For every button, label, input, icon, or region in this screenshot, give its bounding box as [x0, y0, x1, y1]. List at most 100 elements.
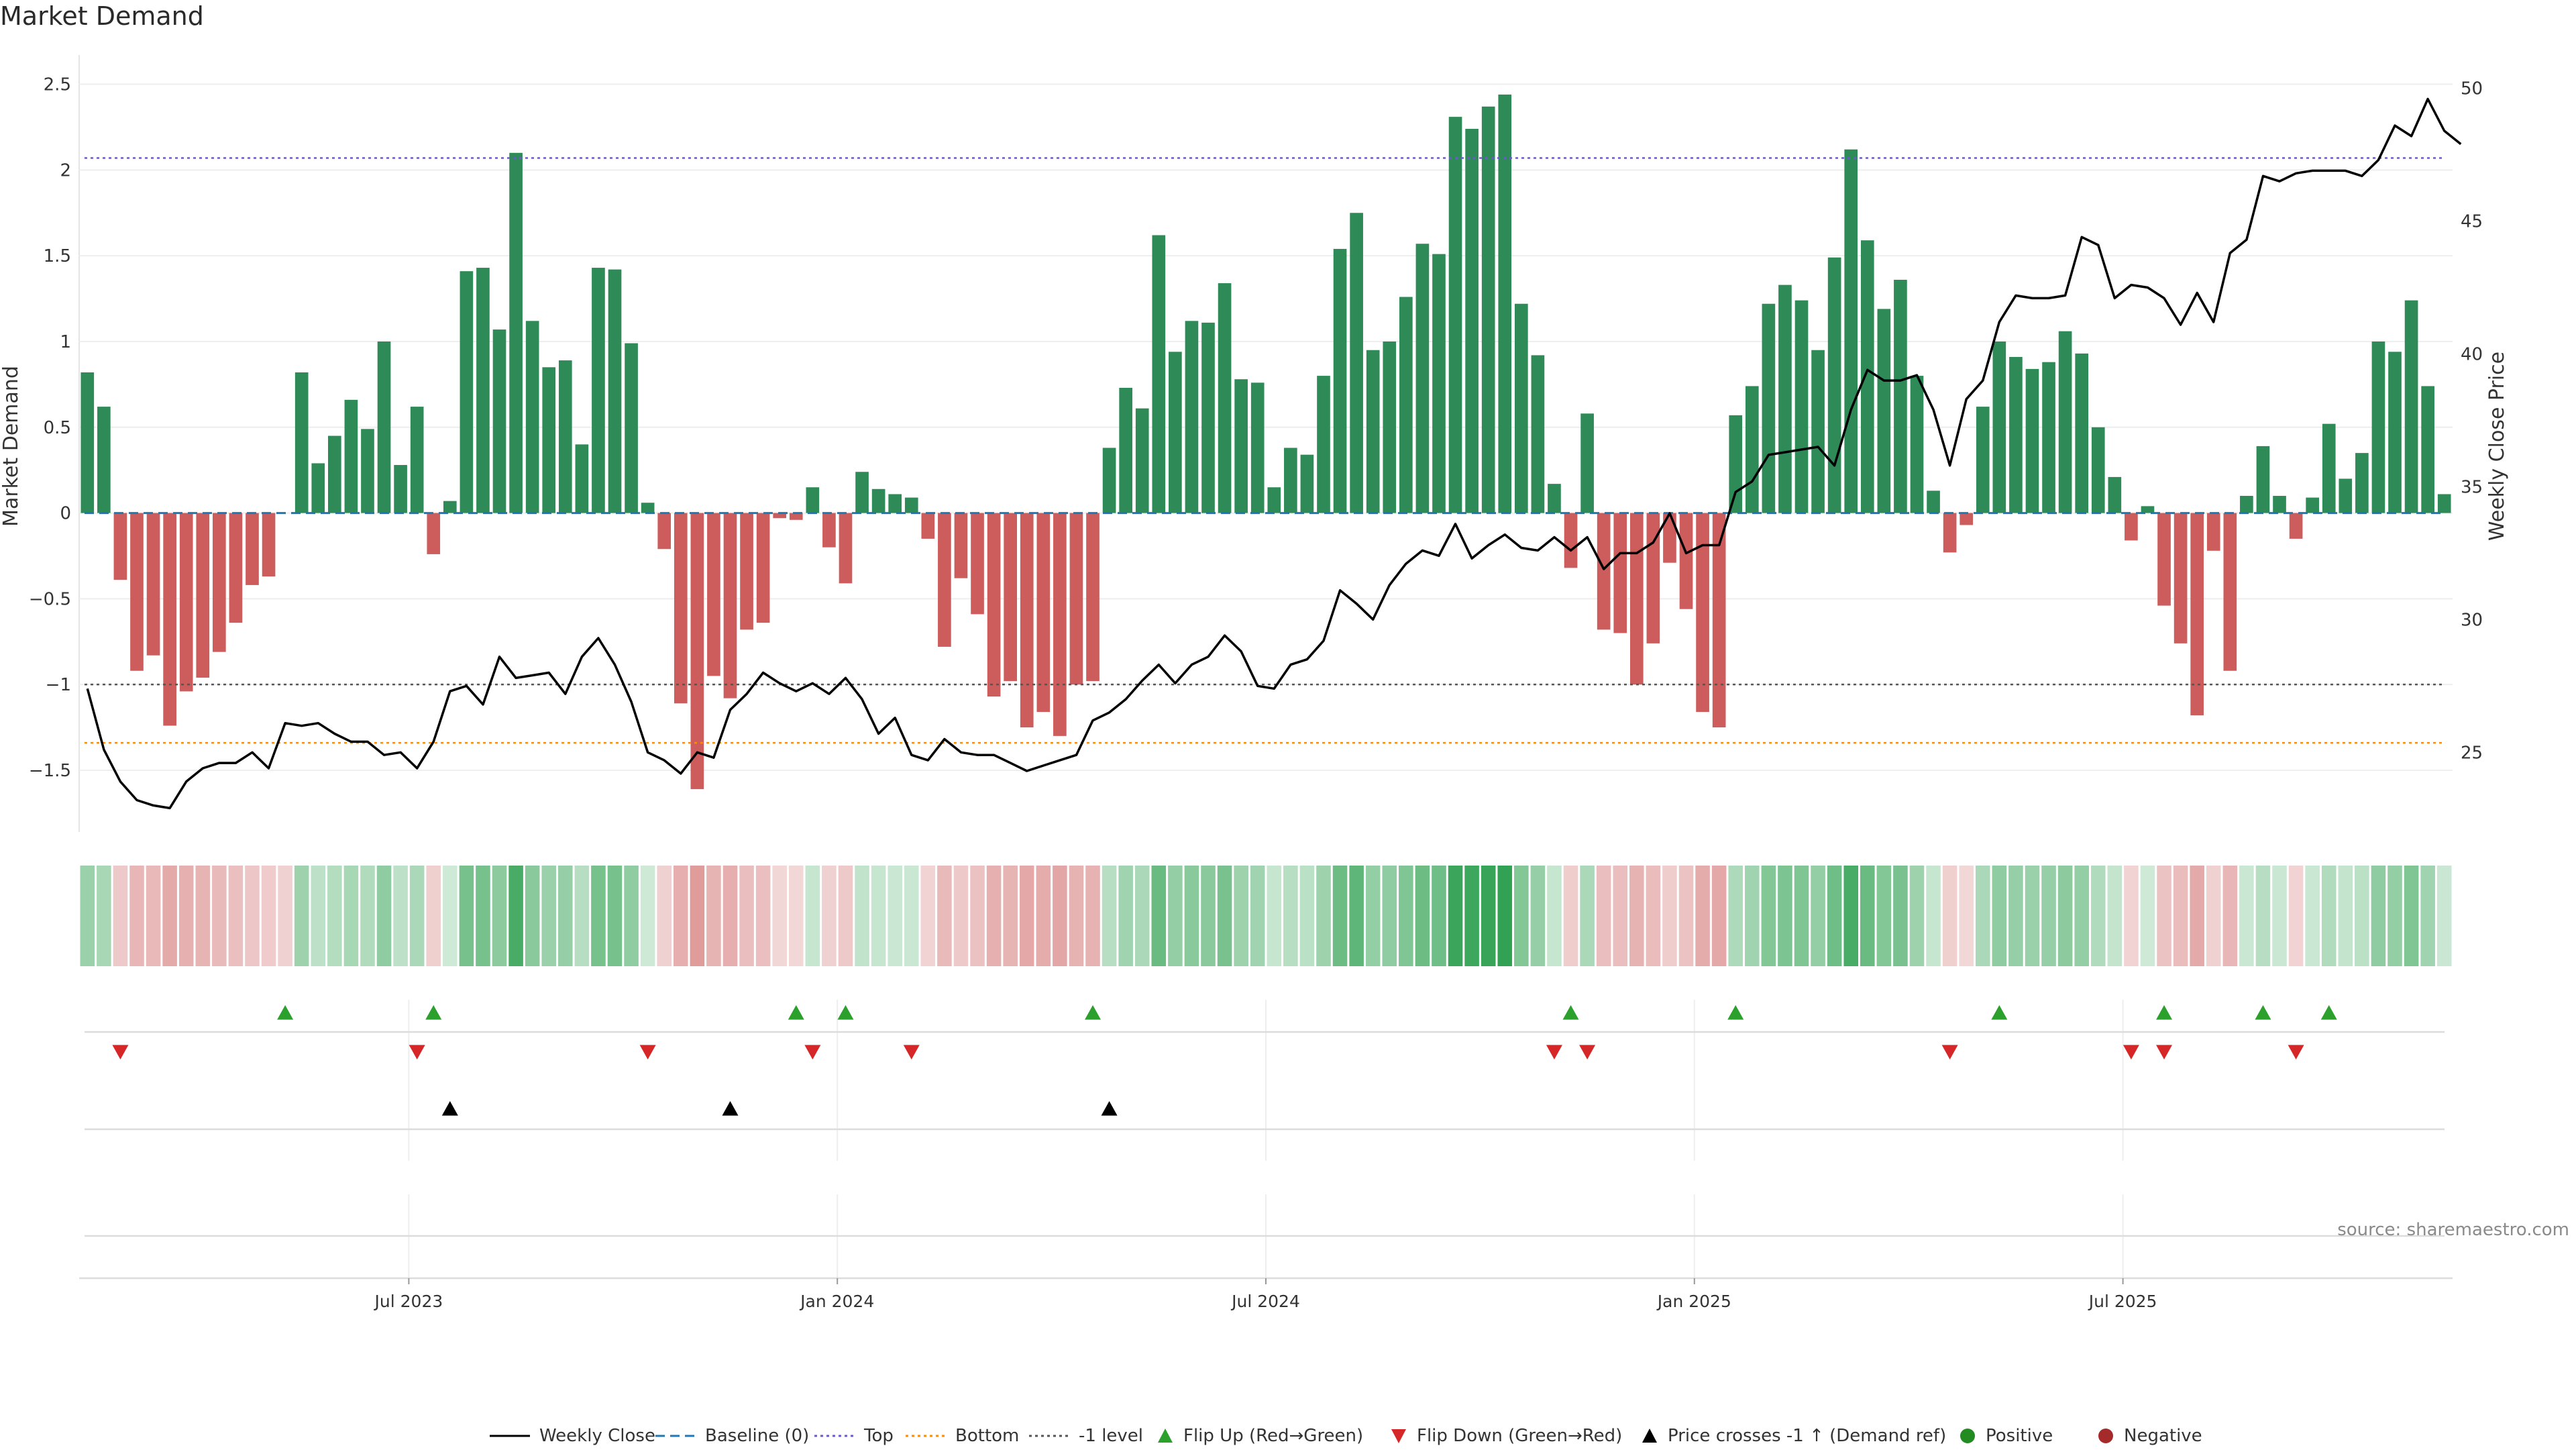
- demand-bar-negative: [130, 513, 144, 671]
- demand-bar-positive: [2009, 356, 2023, 513]
- flip-down-marker: [639, 1045, 656, 1059]
- heat-cell: [311, 866, 326, 966]
- demand-bar-negative: [723, 513, 737, 698]
- demand-bar-positive: [1794, 300, 1809, 513]
- heat-cell: [1745, 866, 1760, 966]
- heat-cell: [492, 866, 507, 966]
- demand-bar-positive: [1548, 484, 1561, 513]
- demand-bar-negative: [1663, 513, 1676, 563]
- demand-bar-positive: [1119, 387, 1132, 513]
- legend-line-swatch: [490, 1435, 530, 1437]
- heat-cell: [1432, 866, 1446, 966]
- demand-bar-positive: [806, 487, 820, 513]
- legend: Weekly Close Baseline (0) Top Bottom -1 leve…: [0, 1422, 2576, 1449]
- demand-bar-positive: [1894, 279, 1907, 513]
- demand-bar-negative: [707, 513, 720, 676]
- demand-bar-positive: [1399, 297, 1413, 513]
- demand-bar-negative: [163, 513, 176, 726]
- y-tick-left: 0: [60, 504, 71, 524]
- legend-item: Baseline (0): [654, 1422, 809, 1449]
- heat-cell: [2124, 866, 2139, 966]
- demand-bar-positive: [476, 268, 490, 513]
- demand-bar-positive: [2437, 494, 2451, 513]
- flip-down-marker: [804, 1045, 821, 1059]
- demand-bar-negative: [773, 513, 787, 519]
- legend-label: Baseline (0): [705, 1426, 810, 1446]
- heat-cell: [508, 866, 523, 966]
- flip-up-marker: [2320, 1005, 2337, 1020]
- demand-bar-positive: [1218, 283, 1232, 513]
- demand-bar-positive: [1877, 309, 1891, 513]
- demand-bar-negative: [1597, 513, 1611, 630]
- demand-bar-positive: [542, 367, 556, 513]
- demand-bar-positive: [1102, 448, 1116, 513]
- chart-title: Market Demand: [0, 1, 204, 31]
- y-tick-left: −1.5: [29, 761, 71, 781]
- heat-cell: [1481, 866, 1496, 966]
- demand-bar-positive: [80, 372, 95, 513]
- heat-cell: [2288, 866, 2304, 966]
- heat-cell: [690, 866, 705, 966]
- flip-up-marker: [2255, 1005, 2271, 1020]
- demand-bar-positive: [525, 321, 539, 513]
- demand-bar-positive: [625, 343, 638, 513]
- demand-bar-negative: [196, 513, 210, 678]
- legend-marker-swatch: [1391, 1429, 1406, 1443]
- heat-cell: [1876, 866, 1892, 966]
- demand-bar-negative: [179, 513, 193, 692]
- y-tick-right: 40: [2461, 345, 2483, 365]
- legend-line-swatch: [1029, 1435, 1069, 1437]
- heat-cell: [1085, 866, 1100, 966]
- heat-cell: [953, 866, 969, 966]
- legend-label: Negative: [2124, 1426, 2202, 1446]
- demand-bar-positive: [1729, 415, 1743, 513]
- heat-cell: [1514, 866, 1529, 966]
- y-axis-label-right: Weekly Close Price: [2485, 352, 2509, 541]
- heat-cell: [1992, 866, 2007, 966]
- heat-cell: [1201, 866, 1216, 966]
- flip-down-marker: [2156, 1045, 2173, 1059]
- heat-cell: [970, 866, 985, 966]
- heat-cell: [2008, 866, 2023, 966]
- heat-cell: [1053, 866, 1067, 966]
- heat-cell: [2090, 866, 2106, 966]
- demand-bar-positive: [2371, 341, 2385, 513]
- legend-line-swatch: [655, 1435, 696, 1437]
- heat-cell: [2338, 866, 2353, 966]
- demand-bar-negative: [113, 513, 127, 580]
- heat-cell: [2190, 866, 2204, 966]
- heat-cell: [1794, 866, 1809, 966]
- demand-bar-negative: [246, 513, 259, 585]
- heat-cell: [278, 866, 292, 966]
- heat-cell: [1646, 866, 1661, 966]
- demand-bar-positive: [443, 501, 457, 513]
- heat-cell: [855, 866, 869, 966]
- demand-bar-negative: [954, 513, 968, 578]
- demand-bar-positive: [1745, 386, 1759, 513]
- heat-cell: [2272, 866, 2287, 966]
- weekly-close-line: [86, 97, 2462, 810]
- legend-line-swatch: [814, 1435, 855, 1437]
- demand-bar-positive: [394, 465, 407, 513]
- price-cross-marker: [1101, 1101, 1118, 1116]
- heat-cell: [2041, 866, 2056, 966]
- heat-cell: [722, 866, 738, 966]
- y-tick-left: 1.5: [44, 246, 71, 266]
- demand-bar-positive: [1284, 448, 1297, 513]
- heat-cell: [1399, 866, 1413, 966]
- legend-label: -1 level: [1079, 1426, 1144, 1446]
- heat-cell: [1448, 866, 1463, 966]
- heat-cell: [1942, 866, 1957, 966]
- price-cross-marker: [441, 1101, 458, 1116]
- demand-bar-positive: [1383, 341, 1397, 513]
- heat-cell: [1168, 866, 1183, 966]
- x-tick-label: Jan 2024: [799, 1292, 874, 1311]
- demand-bar-positive: [2388, 352, 2402, 513]
- heat-cell: [1678, 866, 1694, 966]
- demand-bar-positive: [509, 152, 523, 513]
- demand-bar-positive: [608, 269, 622, 513]
- heat-cell: [113, 866, 128, 966]
- demand-bar-positive: [2141, 506, 2155, 513]
- demand-bar-negative: [657, 513, 672, 550]
- demand-bar-positive: [1531, 355, 1545, 513]
